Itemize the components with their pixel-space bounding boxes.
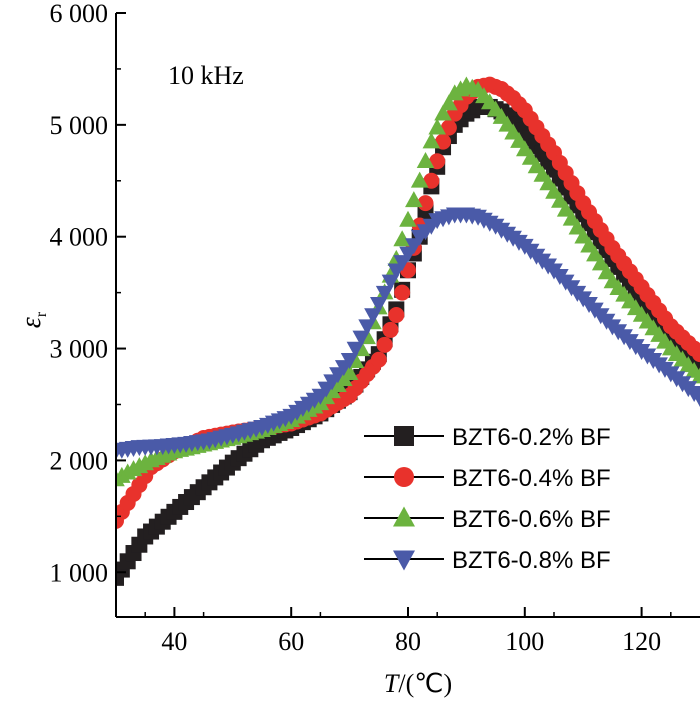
data-point	[440, 94, 458, 111]
legend-label: BZT6-0.8% BF	[452, 547, 611, 574]
data-point	[340, 352, 359, 369]
data-point	[440, 119, 457, 136]
series-layer	[116, 76, 700, 586]
data-point	[399, 210, 417, 227]
data-point	[381, 274, 400, 291]
data-point	[410, 171, 429, 188]
y-tick-label: 4 000	[50, 223, 109, 252]
y-tick-label: 5 000	[50, 111, 109, 140]
data-point	[394, 284, 411, 301]
data-point	[370, 297, 388, 314]
data-point	[375, 285, 394, 302]
x-tick-label: 80	[395, 627, 421, 656]
x-axis-variable: T	[384, 669, 400, 698]
data-point	[691, 367, 700, 384]
x-tick-label: 100	[505, 627, 544, 656]
data-point	[423, 172, 440, 189]
data-point	[434, 104, 452, 121]
legend-item: BZT6-0.8% BF	[364, 547, 611, 574]
y-tick-label: 3 000	[50, 335, 109, 364]
y-tick-label: 2 000	[50, 446, 109, 475]
data-point	[346, 341, 365, 358]
data-point	[376, 336, 393, 353]
legend-item: BZT6-0.6% BF	[364, 506, 611, 533]
series-triangle-up	[116, 76, 700, 487]
y-axis-title: εr	[16, 311, 50, 328]
frequency-annotation: 10 kHz	[168, 61, 244, 90]
data-point	[685, 361, 700, 378]
data-point	[422, 132, 441, 149]
data-point	[393, 230, 411, 247]
legend-marker	[394, 426, 414, 446]
data-point	[388, 307, 405, 323]
data-point	[435, 133, 452, 150]
data-point	[116, 569, 124, 586]
legend-marker	[393, 550, 415, 571]
data-point	[429, 153, 446, 170]
legend-marker	[393, 506, 415, 527]
data-point	[370, 351, 387, 368]
legend-item: BZT6-0.2% BF	[364, 424, 611, 451]
legend: BZT6-0.2% BF BZT6-0.4% BF BZT6-0.6% BF BZT6…	[364, 424, 611, 574]
data-point	[405, 191, 423, 208]
x-tick-label: 40	[161, 627, 187, 656]
x-axis-title: T/(℃)	[384, 669, 452, 698]
legend-label: BZT6-0.6% BF	[452, 506, 611, 533]
y-tick-label: 1 000	[50, 558, 109, 587]
legend-item: BZT6-0.4% BF	[364, 465, 611, 492]
x-tick-label: 120	[622, 627, 661, 656]
axes-layer: 40 60 80 100 120 1 000 2 000 3 000 4 000 5 000 6 0…	[50, 0, 700, 656]
y-tick-label: 6 000	[50, 0, 109, 28]
data-point	[352, 330, 371, 347]
x-axis-unit: /(℃)	[398, 669, 452, 698]
data-point	[692, 346, 700, 363]
legend-marker	[394, 467, 414, 487]
data-point	[358, 319, 376, 336]
legend-label: BZT6-0.4% BF	[452, 465, 611, 492]
data-point	[382, 321, 399, 338]
data-point	[428, 118, 446, 135]
data-point	[364, 308, 382, 325]
data-point	[340, 363, 359, 380]
x-tick-label: 60	[278, 627, 304, 656]
legend-label: BZT6-0.2% BF	[452, 424, 611, 451]
y-axis-symbol: ε	[16, 317, 47, 328]
data-point	[416, 152, 435, 169]
y-axis-subscript: r	[33, 311, 50, 317]
data-point	[691, 390, 700, 407]
series-triangle-down	[116, 207, 700, 460]
